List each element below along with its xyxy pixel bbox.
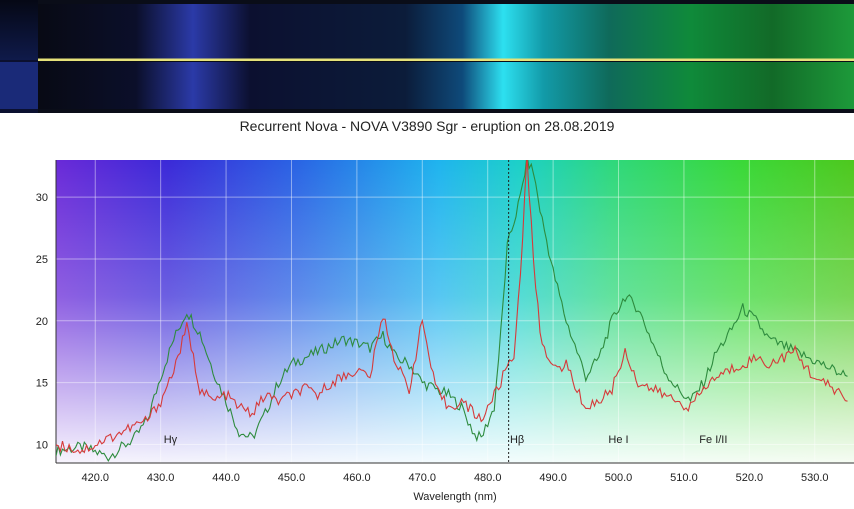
- x-tick-label: 480.0: [474, 472, 502, 484]
- y-tick-labels: 10 15 20 25 30: [36, 192, 48, 451]
- x-tick-label: 430.0: [147, 472, 175, 484]
- x-tick-label: 420.0: [81, 472, 109, 484]
- series-group: [56, 160, 848, 463]
- strip-color-top: [38, 4, 854, 59]
- x-tick-label: 490.0: [539, 472, 567, 484]
- y-tick-label: 10: [36, 439, 48, 451]
- y-tick-label: 30: [36, 192, 48, 204]
- x-tick-label: 500.0: [605, 472, 633, 484]
- strip-left-panel-top: [0, 0, 38, 60]
- y-tick-label: 20: [36, 316, 48, 328]
- x-tick-label: 470.0: [409, 472, 437, 484]
- annotation-label: He I: [608, 434, 628, 446]
- strip-left-panel-bottom: [0, 62, 38, 109]
- x-tick-label: 520.0: [736, 472, 764, 484]
- x-tick-label: 530.0: [801, 472, 829, 484]
- y-tick-label: 15: [36, 378, 48, 390]
- plot-area-fade: [56, 160, 854, 463]
- y-tick-label: 25: [36, 254, 48, 266]
- annotation-label: Fe I/II: [699, 434, 727, 446]
- series-line-1: [56, 160, 848, 463]
- annotation-label: Hβ: [510, 434, 524, 446]
- x-axis-label: Wavelength (nm): [413, 491, 496, 503]
- chart-title: Recurrent Nova - NOVA V3890 Sgr - erupti…: [239, 118, 615, 134]
- series-line-2: [56, 160, 848, 455]
- x-tick-label: 460.0: [343, 472, 371, 484]
- x-tick-label: 510.0: [670, 472, 698, 484]
- x-tick-labels: 420.0 430.0 440.0 450.0 460.0 470.0 480.0 490.0…: [81, 472, 828, 484]
- strip-color-bottom: [38, 62, 854, 109]
- annotation-label: Hγ: [164, 434, 178, 446]
- x-tick-label: 450.0: [278, 472, 306, 484]
- annotations: Hγ Hβ He I Fe I/II: [164, 434, 728, 446]
- x-tick-label: 440.0: [212, 472, 240, 484]
